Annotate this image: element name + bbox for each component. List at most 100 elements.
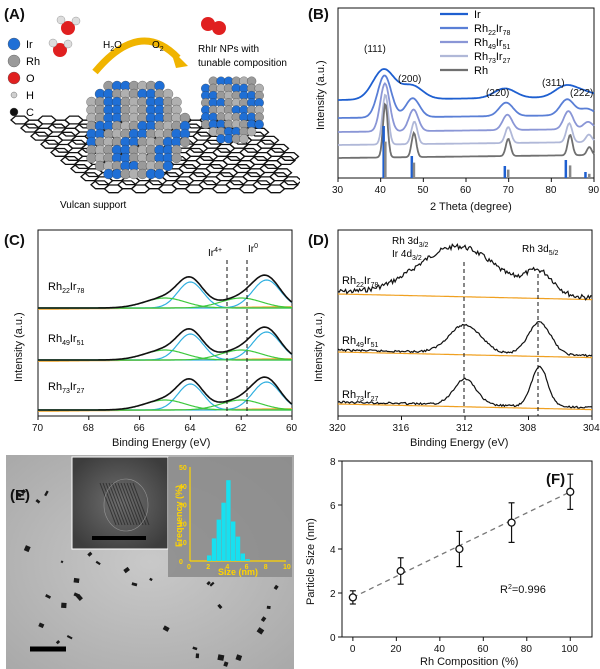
d-background xyxy=(338,293,592,301)
legend-atom-c xyxy=(9,107,19,117)
reactant-label: H2O xyxy=(103,40,122,53)
panel-b-label: (B) xyxy=(308,6,329,23)
d-xtick: 308 xyxy=(520,423,537,434)
reaction-arrow xyxy=(92,37,181,75)
hist-bar xyxy=(226,480,231,561)
hist-xlabel: Size (nm) xyxy=(218,567,258,577)
d-background xyxy=(338,403,592,411)
hist-ytick: 50 xyxy=(179,465,187,472)
panel-f-label: (F) xyxy=(546,471,566,488)
np-caption-2: tunable composition xyxy=(198,58,287,69)
panel-b: (B) Intensity (a.u.) 2 Theta (degree) 30… xyxy=(300,0,600,220)
hist-bar xyxy=(211,538,217,561)
product-label: O2 xyxy=(152,40,164,53)
hist-xtick: 10 xyxy=(283,564,291,571)
c-fit xyxy=(38,376,293,411)
b-peak-label: (311) xyxy=(542,78,565,89)
d-sample-label: Rh49Ir51 xyxy=(342,335,378,349)
tem-particles xyxy=(16,489,279,667)
c-xtick: 68 xyxy=(83,423,95,434)
d-xticks: 320 316 312 308 304 xyxy=(329,416,600,434)
f-ytick: 8 xyxy=(330,457,336,468)
d-xtick: 316 xyxy=(393,423,410,434)
b-xtick: 80 xyxy=(545,185,557,196)
small-nanoparticle xyxy=(201,76,264,144)
f-xtick: 0 xyxy=(350,644,356,655)
b-curves xyxy=(338,68,595,159)
f-ytick: 0 xyxy=(330,633,336,644)
d-xtick: 304 xyxy=(583,423,600,434)
hist-ylabel: Frequency (%) xyxy=(174,485,184,547)
hist-bar xyxy=(221,502,226,561)
hist-xtick: 0 xyxy=(187,564,191,571)
d-sample-labels: Rh22Ir78 Rh49Ir51 Rh73Ir27 xyxy=(342,275,378,403)
c-xlabel: Binding Energy (eV) xyxy=(112,437,210,449)
f-xtick: 60 xyxy=(477,644,489,655)
size-histogram: 0 10 20 30 40 50 0 2 4 6 8 10 xyxy=(179,465,291,571)
f-xtick: 80 xyxy=(521,644,533,655)
d-spectrum xyxy=(337,243,593,301)
d-xtick: 320 xyxy=(329,423,346,434)
panel-c: (C) Intensity (a.u.) Binding Energy (eV)… xyxy=(0,222,300,450)
large-nanoparticle xyxy=(86,80,191,180)
b-ylabel: Intensity (a.u.) xyxy=(315,60,327,130)
b-peak-label: (111) xyxy=(364,44,386,55)
c-sample-label: Rh73Ir27 xyxy=(48,381,84,395)
f-xlabel: Rh Composition (%) xyxy=(420,656,518,668)
b-peak-labels: (111) (200) (220) (311) (222) xyxy=(364,44,593,99)
c-ylabel: Intensity (a.u.) xyxy=(13,312,25,382)
hist-xtick: 4 xyxy=(225,564,229,571)
d-spectrum xyxy=(337,320,593,358)
b-xtick: 70 xyxy=(503,185,515,196)
panel-f: Particle Size (nm) Rh Composition (%) 0 2… xyxy=(300,455,600,669)
f-point xyxy=(507,518,516,527)
d-background xyxy=(338,351,592,359)
legend-atom-ir xyxy=(7,37,21,51)
legend-label-c: C xyxy=(26,107,34,119)
c-xticks: 70 68 66 64 62 60 xyxy=(32,416,298,434)
xps-ir-chart: Intensity (a.u.) Binding Energy (eV) 70 6… xyxy=(13,229,298,449)
b-xtick: 60 xyxy=(460,185,472,196)
f-point xyxy=(455,544,464,554)
c-xtick: 64 xyxy=(184,423,196,434)
panel-d: (D) Intensity (a.u.) Binding Energy (eV)… xyxy=(300,222,600,450)
d-xlabel: Binding Energy (eV) xyxy=(410,437,508,449)
b-xticks: 30 40 50 60 70 80 90 xyxy=(332,178,600,196)
hist-xtick: 2 xyxy=(206,564,210,571)
b-peak-label: (200) xyxy=(398,74,421,85)
f-xtick: 20 xyxy=(390,644,402,655)
b-legend-label: Rh73Ir27 xyxy=(474,51,510,65)
f-points xyxy=(348,473,575,605)
c-xtick: 70 xyxy=(32,423,44,434)
c-xtick: 60 xyxy=(286,423,298,434)
reaction-arrowhead xyxy=(170,48,188,68)
panel-e: 0 10 20 30 40 50 0 2 4 6 8 10 Frequency (%) Size (n… xyxy=(0,455,300,669)
d-ann2: Rh 3d5/2 xyxy=(522,244,559,257)
f-r2: R2=0.996 xyxy=(500,584,546,596)
b-series-line xyxy=(338,102,595,159)
hist-ytick: 10 xyxy=(179,540,187,547)
hist-xtick: 6 xyxy=(245,564,249,571)
b-series-line xyxy=(338,81,595,133)
b-peak-label: (220) xyxy=(486,88,509,99)
f-ytick: 2 xyxy=(330,589,336,600)
hist-bar xyxy=(235,536,241,561)
f-point xyxy=(396,566,405,576)
water-molecule xyxy=(48,15,81,57)
panel-d-label: (D) xyxy=(308,232,329,249)
b-series-line xyxy=(338,74,595,119)
legend-label-h: H xyxy=(26,90,34,102)
xps-rh-chart: Intensity (a.u.) Binding Energy (eV) 320… xyxy=(313,229,600,449)
b-xtick: 50 xyxy=(417,185,429,196)
support-caption: Vulcan support xyxy=(60,200,127,211)
hist-bar xyxy=(240,553,245,561)
hist-bar xyxy=(216,519,221,561)
b-xtick: 30 xyxy=(332,185,344,196)
c-ir0-label: Ir0 xyxy=(248,243,258,255)
f-ytick: 4 xyxy=(330,545,336,556)
b-peak-label: (222) xyxy=(570,88,593,99)
c-fit xyxy=(38,274,293,309)
d-curves xyxy=(337,243,593,411)
b-xtick: 90 xyxy=(588,185,600,196)
